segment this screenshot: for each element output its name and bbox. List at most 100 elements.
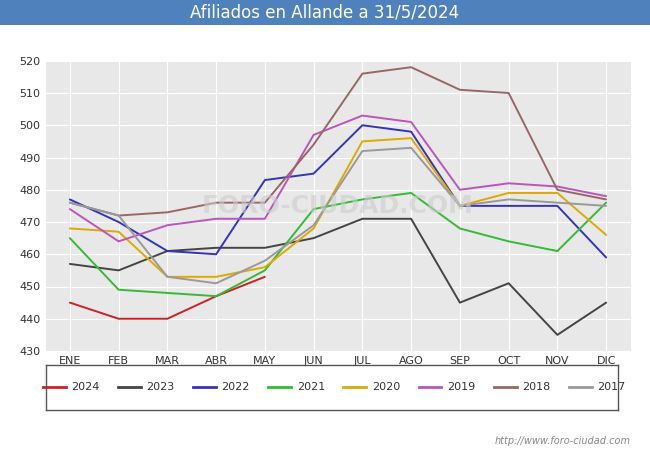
2023 <box>504 280 512 286</box>
2019 <box>359 113 367 118</box>
2019 <box>114 238 122 244</box>
2020 <box>602 232 610 238</box>
2019 <box>212 216 220 221</box>
2021 <box>261 268 269 273</box>
2019 <box>407 119 415 125</box>
Line: 2024: 2024 <box>70 277 265 319</box>
2019 <box>456 187 464 193</box>
2022 <box>309 171 317 176</box>
2021 <box>407 190 415 196</box>
2023 <box>261 245 269 251</box>
Text: 2022: 2022 <box>222 382 250 392</box>
2021 <box>212 293 220 299</box>
Text: 2023: 2023 <box>146 382 175 392</box>
2021 <box>114 287 122 292</box>
2021 <box>504 238 512 244</box>
2019 <box>66 207 74 212</box>
2022 <box>212 252 220 257</box>
2023 <box>212 245 220 251</box>
2018 <box>504 90 512 96</box>
2023 <box>602 300 610 305</box>
2021 <box>309 207 317 212</box>
2017 <box>407 145 415 151</box>
2018 <box>407 64 415 70</box>
2024 <box>164 316 172 321</box>
2020 <box>504 190 512 196</box>
Line: 2019: 2019 <box>70 116 606 241</box>
2020 <box>309 226 317 231</box>
2023 <box>66 261 74 266</box>
Line: 2023: 2023 <box>70 219 606 335</box>
2021 <box>164 290 172 296</box>
2018 <box>602 197 610 202</box>
2023 <box>359 216 367 221</box>
2022 <box>602 255 610 260</box>
2022 <box>261 177 269 183</box>
2020 <box>164 274 172 279</box>
2017 <box>164 274 172 279</box>
Text: 2024: 2024 <box>72 382 99 392</box>
Text: FORO-CIUDAD.COM: FORO-CIUDAD.COM <box>202 194 474 218</box>
2020 <box>554 190 562 196</box>
2024 <box>66 300 74 305</box>
2020 <box>66 226 74 231</box>
2021 <box>554 248 562 254</box>
2018 <box>66 200 74 205</box>
2017 <box>309 222 317 228</box>
2022 <box>164 248 172 254</box>
2022 <box>359 122 367 128</box>
2024 <box>114 316 122 321</box>
2022 <box>66 197 74 202</box>
2024 <box>212 293 220 299</box>
Line: 2022: 2022 <box>70 125 606 257</box>
2018 <box>456 87 464 92</box>
Text: http://www.foro-ciudad.com: http://www.foro-ciudad.com <box>495 436 630 446</box>
2017 <box>114 213 122 218</box>
2019 <box>261 216 269 221</box>
2018 <box>114 213 122 218</box>
2020 <box>456 203 464 209</box>
2017 <box>261 258 269 263</box>
Line: 2021: 2021 <box>70 193 606 296</box>
2024 <box>261 274 269 279</box>
2018 <box>359 71 367 76</box>
2019 <box>602 194 610 199</box>
2018 <box>554 187 562 193</box>
Line: 2020: 2020 <box>70 138 606 277</box>
2023 <box>309 235 317 241</box>
Text: Afiliados en Allande a 31/5/2024: Afiliados en Allande a 31/5/2024 <box>190 3 460 21</box>
2023 <box>164 248 172 254</box>
Text: 2020: 2020 <box>372 382 400 392</box>
2022 <box>407 129 415 135</box>
2017 <box>602 203 610 209</box>
2017 <box>212 280 220 286</box>
Line: 2018: 2018 <box>70 67 606 216</box>
2017 <box>456 203 464 209</box>
2022 <box>554 203 562 209</box>
2020 <box>359 139 367 144</box>
2017 <box>359 148 367 154</box>
2023 <box>554 332 562 338</box>
2021 <box>456 226 464 231</box>
2022 <box>456 203 464 209</box>
2019 <box>309 132 317 138</box>
2019 <box>164 222 172 228</box>
Text: 2019: 2019 <box>447 382 475 392</box>
2020 <box>261 265 269 270</box>
2017 <box>554 200 562 205</box>
Line: 2017: 2017 <box>70 148 606 283</box>
2018 <box>261 200 269 205</box>
2020 <box>212 274 220 279</box>
2020 <box>407 135 415 141</box>
2023 <box>456 300 464 305</box>
2023 <box>407 216 415 221</box>
2020 <box>114 229 122 234</box>
2021 <box>602 200 610 205</box>
2018 <box>309 142 317 147</box>
2021 <box>66 235 74 241</box>
2018 <box>212 200 220 205</box>
2017 <box>504 197 512 202</box>
2017 <box>66 200 74 205</box>
2019 <box>504 180 512 186</box>
Text: 2017: 2017 <box>597 382 626 392</box>
